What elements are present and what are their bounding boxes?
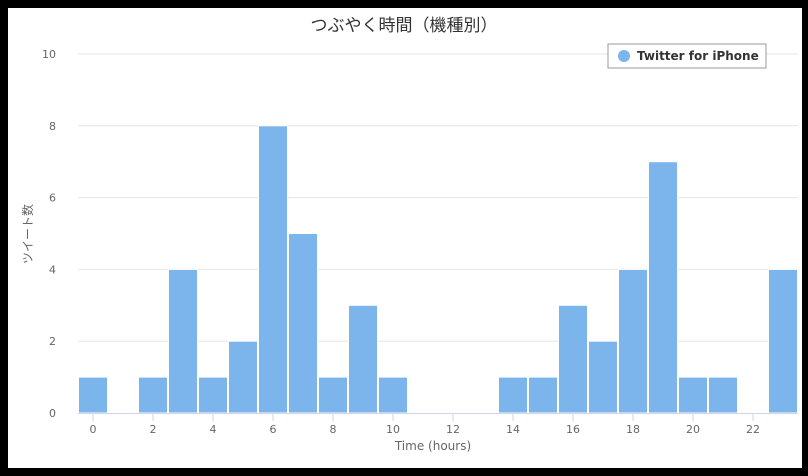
x-tick-label: 12 (446, 423, 460, 436)
bar[interactable] (288, 233, 318, 414)
x-tick-label: 4 (210, 423, 217, 436)
bar[interactable] (768, 268, 798, 414)
legend[interactable]: Twitter for iPhone (607, 43, 767, 69)
bar[interactable] (708, 376, 738, 414)
y-tick-label: 6 (49, 192, 56, 205)
x-tick-label: 16 (566, 423, 580, 436)
y-tick-label: 0 (49, 407, 56, 420)
x-tick-label: 2 (150, 423, 157, 436)
y-tick-label: 8 (49, 120, 56, 133)
x-axis-title: Time (hours) (394, 439, 471, 453)
y-axis: 0 2 4 6 8 10 (42, 48, 56, 420)
bar[interactable] (258, 125, 288, 414)
chart-svg: つぶやく時間（機種別） 0 2 4 6 8 10 12 14 16 18 20 22 0246810 … (20, 16, 798, 453)
bar[interactable] (588, 340, 618, 414)
bar[interactable] (78, 376, 108, 414)
y-tick-label: 10 (42, 48, 56, 61)
bar[interactable] (528, 376, 558, 414)
bar[interactable] (168, 268, 198, 414)
legend-label-twitter-for-iphone[interactable]: Twitter for iPhone (637, 49, 759, 63)
x-tick-label: 6 (270, 423, 277, 436)
x-tick-label: 22 (746, 423, 760, 436)
bar[interactable] (678, 376, 708, 414)
y-tick-label: 2 (49, 335, 56, 348)
chart-title: つぶやく時間（機種別） (311, 16, 498, 36)
y-axis-title: ツイート数 (20, 204, 35, 264)
bar[interactable] (498, 376, 528, 414)
x-tick-label: 18 (626, 423, 640, 436)
bar[interactable] (318, 376, 348, 414)
bar[interactable] (228, 340, 258, 414)
x-tick-label: 10 (386, 423, 400, 436)
bars (78, 125, 798, 414)
bar[interactable] (378, 376, 408, 414)
bar[interactable] (348, 304, 378, 414)
bar[interactable] (618, 268, 648, 414)
bar[interactable] (138, 376, 168, 414)
x-tick-label: 0 (90, 423, 97, 436)
x-tick-label: 20 (686, 423, 700, 436)
chart-frame: つぶやく時間（機種別） 0 2 4 6 8 10 12 14 16 18 20 22 0 2 4 6 8 10 … (8, 8, 802, 468)
y-tick-label: 4 (49, 263, 56, 276)
bar[interactable] (648, 161, 678, 414)
x-tick-label: 14 (506, 423, 520, 436)
bar[interactable] (198, 376, 228, 414)
x-axis: 0 2 4 6 8 10 12 14 16 18 20 22 (78, 413, 798, 436)
bar[interactable] (558, 304, 588, 414)
legend-marker-twitter-for-iphone (618, 50, 630, 62)
legend-box (607, 43, 767, 69)
x-tick-label: 8 (330, 423, 337, 436)
